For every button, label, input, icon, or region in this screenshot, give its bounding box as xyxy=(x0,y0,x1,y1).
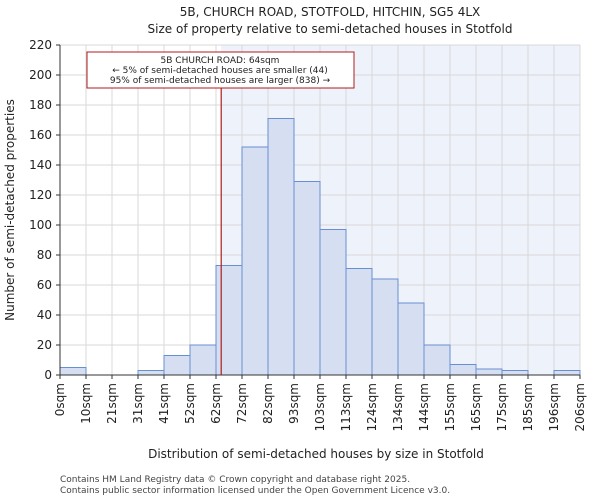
x-tick-label: 113sqm xyxy=(339,383,353,431)
bar-175sqm xyxy=(501,370,529,376)
x-tick-label: 124sqm xyxy=(365,383,379,431)
annotation-box: 5B CHURCH ROAD: 64sqm ← 5% of semi-detac… xyxy=(86,51,355,89)
chart-title: 5B, CHURCH ROAD, STOTFOLD, HITCHIN, SG5 … xyxy=(180,5,481,19)
chart-subtitle: Size of property relative to semi-detach… xyxy=(148,22,513,36)
bar-41sqm xyxy=(163,355,191,376)
x-tick-label: 155sqm xyxy=(443,383,457,431)
y-tick-label: 140 xyxy=(29,158,52,172)
y-tick-label: 80 xyxy=(37,248,52,262)
x-tick-label: 134sqm xyxy=(391,383,405,431)
y-tick-label: 20 xyxy=(37,338,52,352)
x-tick-label: 165sqm xyxy=(469,383,483,431)
annotation-smaller: ← 5% of semi-detached houses are smaller… xyxy=(112,66,328,76)
footer-line1: Contains HM Land Registry data © Crown c… xyxy=(60,475,410,485)
x-tick-label: 103sqm xyxy=(313,383,327,431)
x-tick-label: 52sqm xyxy=(183,383,197,424)
x-tick-label: 10sqm xyxy=(79,383,93,424)
bar-165sqm xyxy=(475,368,503,376)
bar-72sqm xyxy=(241,146,269,376)
x-tick-label: 185sqm xyxy=(521,383,535,431)
bar-144sqm xyxy=(423,344,451,376)
bar-62sqm xyxy=(215,265,243,376)
y-tick-label: 40 xyxy=(37,308,52,322)
y-tick-label: 200 xyxy=(29,68,52,82)
annotation-larger: 95% of semi-detached houses are larger (… xyxy=(110,76,331,86)
x-tick-label: 72sqm xyxy=(235,383,249,424)
x-tick-label: 175sqm xyxy=(495,383,509,431)
x-tick-label: 41sqm xyxy=(157,383,171,424)
x-axis-label: Distribution of semi-detached houses by … xyxy=(148,447,484,461)
bar-155sqm xyxy=(449,364,477,376)
bar-93sqm xyxy=(293,181,321,376)
y-tick-label: 0 xyxy=(44,368,52,382)
x-tick-label: 196sqm xyxy=(547,383,561,431)
x-tick-label: 93sqm xyxy=(287,383,301,424)
plot-area: 0 20 40 60 80 100 120 140 160 180 200 220 0sqm 10sqm 2… xyxy=(29,38,587,431)
x-tick-label: 21sqm xyxy=(105,383,119,424)
y-tick-label: 160 xyxy=(29,128,52,142)
bar-134sqm xyxy=(397,302,425,376)
bar-113sqm xyxy=(345,268,373,376)
bar-52sqm xyxy=(189,344,217,376)
footer-line2: Contains public sector information licen… xyxy=(60,486,450,496)
bar-196sqm xyxy=(553,370,581,376)
bar-103sqm xyxy=(319,229,347,376)
bar-31sqm xyxy=(137,370,165,376)
y-tick-label: 180 xyxy=(29,98,52,112)
x-tick-label: 0sqm xyxy=(53,383,67,416)
bar-124sqm xyxy=(371,278,399,376)
x-tick-label: 31sqm xyxy=(131,383,145,424)
y-tick-label: 120 xyxy=(29,188,52,202)
bar-82sqm xyxy=(267,118,295,376)
x-tick-label: 206sqm xyxy=(573,383,587,431)
y-tick-label: 100 xyxy=(29,218,52,232)
annotation-title: 5B CHURCH ROAD: 64sqm xyxy=(161,56,280,66)
y-axis-label: Number of semi-detached properties xyxy=(3,99,17,321)
y-tick-label: 60 xyxy=(37,278,52,292)
x-tick-label: 82sqm xyxy=(261,383,275,424)
x-tick-label: 62sqm xyxy=(209,383,223,424)
x-tick-label: 144sqm xyxy=(417,383,431,431)
y-tick-label: 220 xyxy=(29,38,52,52)
bar-0sqm xyxy=(59,367,87,376)
